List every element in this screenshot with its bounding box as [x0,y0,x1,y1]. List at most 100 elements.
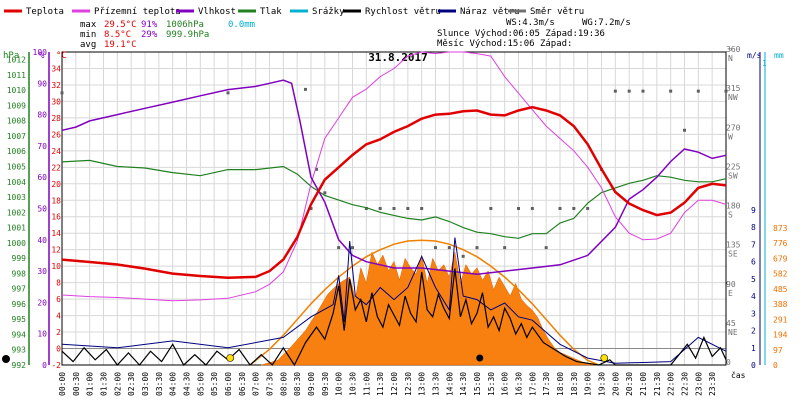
hum-tick: 50 [37,205,47,214]
hpa-tick: 1012 [7,56,26,65]
solar-tick: 194 [773,331,788,340]
x-tick: 06:30 [238,372,247,396]
hum-tick: 40 [37,236,47,245]
hpa-tick: 1004 [7,178,26,187]
x-tick: 16:00 [501,372,510,396]
humidity-line [61,79,727,275]
dir-tick-name: N [728,54,733,63]
stats-panel: max 29.5°C 91% 1006hPa 0.0mm min 8.5°C 2… [80,18,631,50]
legend-label: Vlhkost [198,7,236,17]
x-tick: 02:30 [127,372,136,396]
x-tick: 09:30 [321,372,330,396]
wind-direction-point [517,207,520,210]
solar-tick: 873 [773,224,788,233]
hpa-tick: 999 [12,254,27,263]
hpa-tick: 993 [12,346,27,355]
mm-axis-label: mm [774,51,784,60]
wind-direction-point [315,167,319,171]
stat-max-press: 1006hPa [166,20,204,30]
legend-label: Srážky [312,7,345,17]
ms-tick: 7 [751,240,756,249]
stat-rain: 0.0mm [228,20,255,30]
ms-tick: 2 [751,327,756,336]
temp-tick: 22 [51,163,61,172]
stat-avg-label: avg [80,40,96,50]
x-tick: 16:30 [515,372,524,396]
x-tick: 21:00 [639,372,648,396]
dir-tick-name: E [728,289,733,298]
solar-tick: 388 [773,300,788,309]
x-tick: 20:30 [625,372,634,396]
hpa-tick: 1003 [7,193,26,202]
ground-temp-line [61,51,727,302]
wind-direction-point [724,89,728,93]
temp-tick: 0 [56,345,61,354]
temp-tick: 18 [51,196,61,205]
solar-tick: 0 [773,361,778,370]
hpa-tick: 1010 [7,86,26,95]
dir-tick-name: NW [728,93,738,102]
dir-tick: 0 [726,358,731,367]
ms-axis-label: m/s [747,51,762,60]
wind-direction-point [683,128,686,132]
ms-tick: 5 [751,275,756,284]
x-tick: 21:30 [653,372,662,396]
sunrise-marker [226,354,235,362]
wind-direction-point [627,89,631,93]
solar-tick: 291 [773,315,788,324]
dir-tick-name: NE [728,328,738,337]
hpa-tick: 1008 [7,117,26,126]
ms-tick: 1 [751,344,756,353]
x-tick: 10:00 [335,372,344,396]
legend-entry: Směr větru [508,7,584,17]
dir-tick: 315 [726,84,741,93]
temp-tick: 20 [51,180,61,189]
x-tick: 14:30 [459,372,468,396]
temp-tick: 30 [51,97,61,106]
hpa-axis-label: hPa [3,51,19,61]
temp-tick: 14 [51,229,61,238]
x-tick: 04:30 [183,372,192,396]
stat-moon: Měsíc Východ:15:06 Západ: [437,39,572,49]
stat-sun: Slunce Východ:06:05 Západ:19:36 [437,29,605,39]
temp-tick: 28 [51,114,61,123]
hpa-tick: 1000 [7,239,26,248]
x-tick: 23:30 [708,372,717,396]
x-tick: 01:00 [86,372,95,396]
hpa-tick: 998 [12,269,27,278]
stat-min-temp: 8.5°C [104,30,131,40]
stat-min-label: min [80,30,96,40]
legend-label: Teplota [26,7,64,17]
temp-axis-label: °C [56,51,67,61]
solar-tick: 97 [773,346,783,355]
wind-direction-point [461,254,465,258]
ms-tick: 4 [751,292,756,301]
wind-direction-point [558,207,562,210]
wind-direction-point [378,207,382,210]
wind-direction-point [303,87,307,91]
x-tick: 12:00 [390,372,399,396]
hpa-tick: 1005 [7,163,26,172]
dir-tick-name: SW [728,171,738,180]
wind-direction-point [337,246,341,250]
wind-direction-point [503,246,507,250]
temp-tick: 6 [56,295,61,304]
x-tick: 19:30 [598,372,607,396]
x-tick: 22:30 [681,372,690,396]
wind-speed-line [61,268,727,367]
x-tick: 05:30 [210,372,219,396]
legend-label: Rychlost větru [365,7,441,17]
wind-direction-point [226,91,230,95]
solar-tick: 776 [773,239,788,248]
x-tick: 13:30 [432,372,441,396]
solar-tick: 679 [773,254,788,263]
wind-direction-point [586,207,590,210]
wind-direction-point [447,246,451,250]
x-tick: 06:00 [224,372,233,396]
x-tick: 07:00 [252,372,261,396]
dir-tick: 135 [726,241,741,250]
wind-direction-point [530,207,534,210]
legend-label: Tlak [260,7,282,17]
dir-tick-name: W [728,132,733,141]
